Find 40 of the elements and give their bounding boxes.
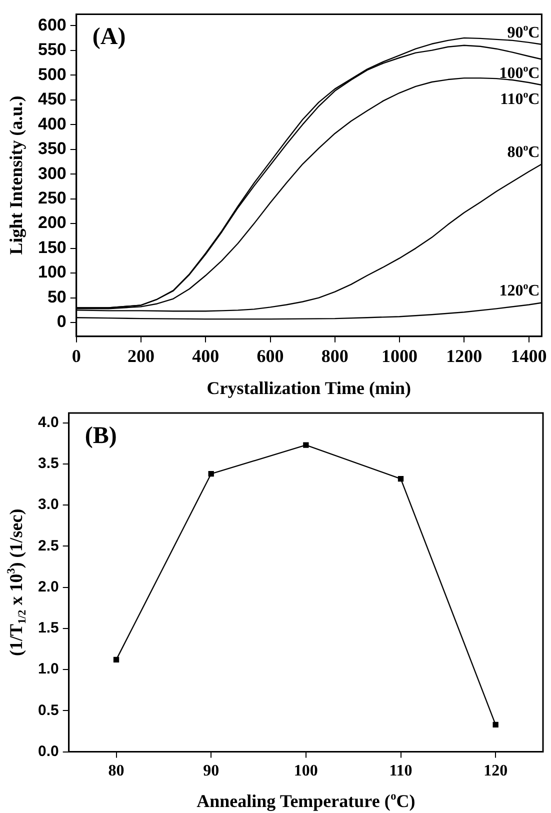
x-tick-label: 80 <box>108 762 124 780</box>
x-tick-label: 90 <box>203 762 220 780</box>
annotation: (A) <box>92 24 126 50</box>
y-tick-label: 1.5 <box>38 620 59 637</box>
x-tick-label: 0 <box>72 346 81 366</box>
x-axis-title: Crystallization Time (min) <box>206 378 412 398</box>
y-tick-label: 4.0 <box>38 414 59 432</box>
x-tick-label: 1200 <box>446 346 482 366</box>
y-tick-label: 100 <box>38 262 66 282</box>
y-tick-label: 2.5 <box>38 537 59 554</box>
x-tick-label: 120 <box>484 762 508 780</box>
y-axis-title: (1/T1/2 x 103) (1/sec) <box>5 508 29 656</box>
y-tick-label: 300 <box>38 164 66 183</box>
x-tick-label: 100 <box>294 762 318 780</box>
y-tick-label: 3.0 <box>38 496 59 514</box>
y-tick-label: 350 <box>38 139 66 158</box>
x-tick-label: 600 <box>256 346 284 366</box>
y-tick-label: 250 <box>38 188 66 208</box>
x-tick-label: 110 <box>389 762 412 780</box>
y-tick-label: 50 <box>47 287 66 306</box>
y-tick-label: 150 <box>38 238 66 257</box>
y-tick-label: 600 <box>38 15 66 34</box>
y-tick-label: 0.5 <box>38 702 59 719</box>
y-tick-label: 0.0 <box>38 742 59 760</box>
y-tick-label: 1.0 <box>38 660 59 678</box>
x-tick-label: 1000 <box>382 346 418 366</box>
annotation: (B) <box>84 423 117 449</box>
x-tick-label: 800 <box>321 346 348 366</box>
y-tick-label: 400 <box>38 114 66 134</box>
y-tick-label: 550 <box>38 40 66 60</box>
y-axis-title: Light Intensity (a.u.) <box>6 96 26 255</box>
y-tick-label: 2.0 <box>38 578 59 596</box>
y-tick-label: 3.5 <box>38 455 59 472</box>
x-tick-label: 200 <box>127 346 154 366</box>
x-tick-label: 1400 <box>510 346 547 366</box>
y-tick-label: 500 <box>38 64 66 84</box>
x-tick-label: 400 <box>192 346 220 366</box>
y-tick-label: 0 <box>56 312 66 332</box>
y-tick-label: 450 <box>38 90 66 109</box>
y-tick-label: 200 <box>38 213 66 232</box>
